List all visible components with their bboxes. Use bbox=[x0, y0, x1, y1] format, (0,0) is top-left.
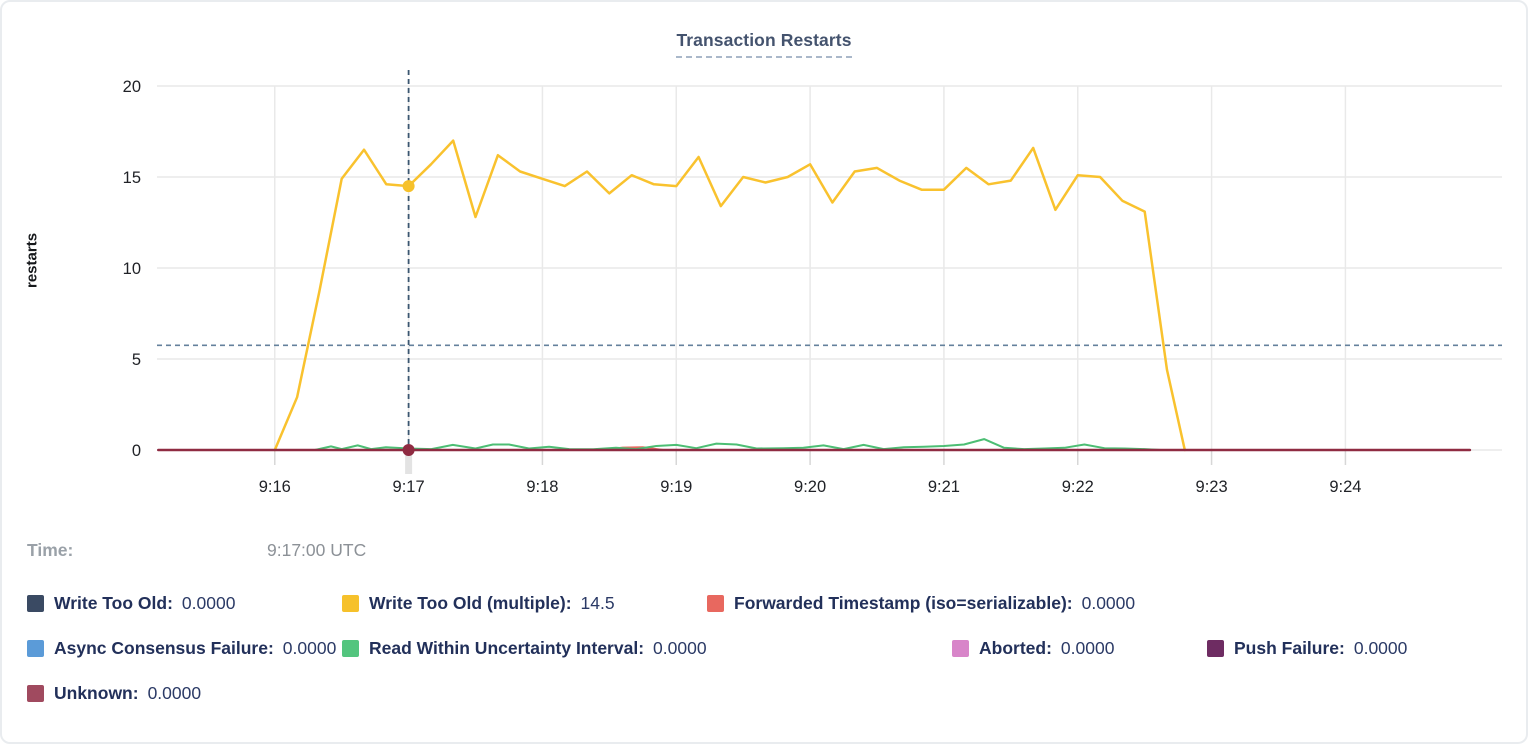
legend-label: Forwarded Timestamp (iso=serializable): bbox=[734, 593, 1073, 613]
legend-value: 0.0000 bbox=[1060, 638, 1115, 658]
legend-label: Write Too Old: bbox=[54, 593, 173, 613]
legend-swatch bbox=[707, 595, 724, 612]
x-tick-label: 9:18 bbox=[526, 478, 558, 496]
legend-row: Async Consensus Failure: 0.0000 Read Withi… bbox=[2, 638, 1526, 666]
y-tick-label: 0 bbox=[132, 442, 141, 460]
x-tick-label: 9:23 bbox=[1196, 478, 1228, 496]
x-tick-label: 9:17 bbox=[393, 478, 425, 496]
y-tick-label: 5 bbox=[132, 351, 141, 369]
series-line-write-too-old-multiple- bbox=[273, 139, 1187, 452]
x-tick-label: 9:22 bbox=[1062, 478, 1094, 496]
series-line-read-within-uncertainty-interval bbox=[313, 438, 1162, 451]
legend-value: 0.0000 bbox=[282, 638, 337, 658]
legend-row: Unknown: 0.0000 bbox=[2, 683, 1526, 711]
legend-value: 0.0000 bbox=[147, 683, 202, 703]
legend-swatch bbox=[27, 685, 44, 702]
x-tick-label: 9:16 bbox=[259, 478, 291, 496]
legend-swatch bbox=[27, 595, 44, 612]
legend-swatch bbox=[342, 640, 359, 657]
hover-point-unknown bbox=[402, 444, 415, 456]
legend-value: 14.5 bbox=[580, 593, 615, 613]
legend-value: 0.0000 bbox=[1353, 638, 1408, 658]
legend-value: 0.0000 bbox=[653, 638, 707, 658]
x-tick-label: 9:20 bbox=[794, 478, 826, 496]
y-tick-label: 15 bbox=[123, 169, 141, 187]
legend-row: Write Too Old: 0.0000 Write Too Old (multi… bbox=[2, 593, 1526, 621]
chart-title[interactable]: Transaction Restarts bbox=[676, 30, 852, 58]
x-tick-label: 9:24 bbox=[1329, 478, 1361, 496]
hover-point-write-too-old-multiple- bbox=[402, 180, 415, 193]
legend-item: Forwarded Timestamp (iso=serializable): 0… bbox=[707, 593, 1135, 614]
legend-item: Write Too Old (multiple): 14.5 bbox=[342, 593, 615, 614]
legend-item: Aborted: 0.0000 bbox=[952, 638, 1114, 659]
hover-time-value: 9:17:00 UTC bbox=[267, 540, 367, 560]
hover-axis-highlight bbox=[405, 448, 413, 474]
legend-swatch bbox=[27, 640, 44, 657]
x-tick-label: 9:21 bbox=[928, 478, 960, 496]
legend-swatch bbox=[1207, 640, 1224, 657]
legend-swatch bbox=[952, 640, 969, 657]
legend-swatch bbox=[342, 595, 359, 612]
legend-item: Read Within Uncertainty Interval: 0.0000 bbox=[342, 638, 707, 659]
legend-item: Write Too Old: 0.0000 bbox=[27, 593, 235, 614]
legend-label: Write Too Old (multiple): bbox=[369, 593, 572, 613]
transaction-restarts-chart[interactable]: 0 5 10 15 20 9:16 9:17 9:18 9:19 9:20 9:21 9:22 9:23… bbox=[2, 2, 1528, 522]
chart-title-wrap: Transaction Restarts bbox=[2, 30, 1526, 58]
y-tick-label: 20 bbox=[123, 78, 141, 96]
legend-value: 0.0000 bbox=[1081, 593, 1136, 613]
legend-label: Read Within Uncertainty Interval: bbox=[369, 638, 645, 658]
legend-item: Unknown: 0.0000 bbox=[27, 683, 201, 704]
legend-label: Aborted: bbox=[979, 638, 1052, 658]
legend-label: Push Failure: bbox=[1234, 638, 1345, 658]
legend-item: Async Consensus Failure: 0.0000 bbox=[27, 638, 336, 659]
legend-value: 0.0000 bbox=[181, 593, 236, 613]
legend-label: Unknown: bbox=[54, 683, 139, 703]
hover-time-row: Time: 9:17:00 UTC bbox=[2, 540, 1526, 568]
legend-label: Async Consensus Failure: bbox=[54, 638, 274, 658]
legend-item: Push Failure: 0.0000 bbox=[1207, 638, 1407, 659]
hover-time-label: Time: bbox=[27, 540, 74, 560]
y-tick-label: 10 bbox=[123, 260, 141, 278]
x-tick-label: 9:19 bbox=[660, 478, 692, 496]
